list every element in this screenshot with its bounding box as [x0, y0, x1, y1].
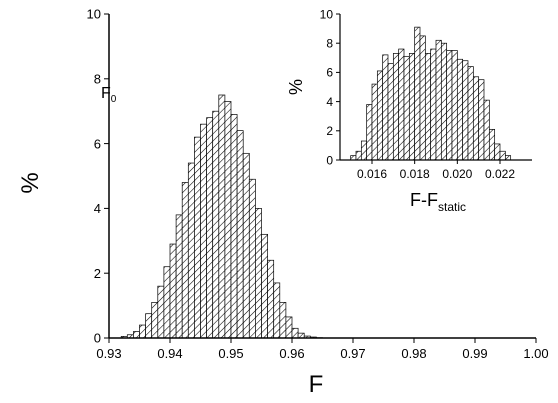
inset-chart: 0.016 0.018 0.020 0.022 0 2 4 6 8 10 F-Fstatic % [286, 7, 534, 214]
main-y-ticks: 0 2 4 6 8 10 [87, 7, 109, 346]
inset-bar [408, 53, 416, 161]
main-x-tick-label: 0.96 [279, 346, 304, 361]
inset-x-axis-label-main: F-F [410, 190, 438, 210]
inset-bar [483, 99, 490, 161]
main-x-ticks: 0.93 0.94 0.95 0.96 0.97 0.98 0.99 1.00 [96, 338, 549, 361]
main-bar [181, 182, 189, 339]
main-x-tick-label: 0.94 [157, 346, 182, 361]
inset-bar [355, 150, 362, 161]
inset-bar [504, 155, 512, 161]
main-y-axis-label: % [17, 172, 44, 193]
main-bar [255, 208, 262, 339]
main-y-tick-label: 6 [94, 136, 101, 151]
main-bar [133, 331, 140, 339]
inset-y-tick-label: 0 [326, 153, 333, 167]
main-bar [242, 152, 250, 339]
main-y-tick-label: 0 [94, 331, 101, 346]
inset-bar [478, 79, 485, 161]
inset-bar [419, 35, 426, 161]
inset-bar [350, 155, 357, 161]
main-bar [291, 327, 299, 339]
inset-bar [472, 76, 480, 161]
main-x-tick-label: 1.00 [523, 346, 548, 361]
main-bar [267, 259, 275, 339]
inset-bar [494, 143, 501, 161]
main-bar [139, 324, 146, 339]
inset-bar [398, 48, 405, 161]
inset-bar [446, 50, 453, 161]
main-x-tick-label: 0.97 [340, 346, 365, 361]
inset-x-ticks: 0.016 0.018 0.020 0.022 [357, 160, 515, 181]
inset-bar [414, 26, 421, 161]
inset-bar [403, 55, 410, 161]
f0-label-subscript: 0 [111, 94, 117, 105]
main-bar [224, 101, 232, 339]
main-bar [236, 130, 244, 339]
inset-bar [360, 140, 368, 161]
inset-bar [488, 128, 496, 161]
f0-label-main: F [101, 85, 111, 102]
main-bar [285, 316, 293, 339]
inset-y-tick-label: 2 [326, 124, 333, 138]
main-x-tick-label: 0.95 [218, 346, 243, 361]
inset-bar [392, 53, 400, 161]
inset-y-axis-label: % [286, 79, 306, 95]
inset-bars [350, 26, 512, 161]
main-bar [157, 285, 165, 339]
main-bar [151, 302, 159, 339]
main-y-tick-label: 2 [94, 266, 101, 281]
main-bar [200, 123, 207, 339]
main-bar [187, 162, 195, 339]
inset-bar [467, 66, 474, 161]
inset-bar [456, 58, 464, 161]
inset-y-tick-label: 10 [320, 7, 334, 21]
main-bar [194, 136, 201, 339]
main-x-tick-label: 0.98 [401, 346, 426, 361]
main-bar [175, 214, 183, 339]
inset-bar [499, 150, 506, 161]
main-chart: F0 0.93 0.94 0.95 0.96 0.97 0.98 0.99 1.00 0246… [17, 7, 549, 398]
inset-x-tick-label: 0.020 [442, 167, 472, 181]
main-bar [279, 302, 287, 339]
inset-x-tick-label: 0.022 [485, 167, 515, 181]
inset-bar [462, 60, 469, 161]
inset-x-axis-label: F-Fstatic [410, 190, 466, 214]
main-y-tick-label: 10 [87, 7, 101, 22]
main-y-tick-label: 4 [94, 201, 101, 216]
main-x-tick-label: 0.99 [462, 346, 487, 361]
inset-y-ticks: 0 2 4 6 8 10 [320, 7, 340, 167]
main-bar [206, 117, 214, 339]
main-bar [218, 94, 226, 339]
main-bar [169, 243, 177, 339]
main-bar [230, 114, 238, 339]
inset-bar [371, 83, 378, 161]
inset-bar [435, 39, 442, 161]
inset-y-tick-label: 4 [326, 95, 333, 109]
main-x-axis-label: F [309, 371, 324, 398]
inset-bar [376, 70, 384, 161]
inset-bar [382, 54, 389, 161]
inset-bar [440, 42, 448, 161]
f0-label: F0 [101, 85, 117, 105]
main-bar [261, 233, 268, 339]
inset-bar [387, 63, 394, 161]
main-bars [120, 94, 323, 339]
main-bar [163, 266, 171, 339]
inset-bar [451, 50, 458, 161]
inset-bar [430, 48, 437, 161]
inset-y-tick-label: 8 [326, 37, 333, 51]
main-bar [248, 178, 256, 339]
inset-x-tick-label: 0.016 [357, 167, 387, 181]
main-bar [145, 313, 153, 339]
main-y-tick-label: 8 [94, 71, 101, 86]
main-x-tick-label: 0.93 [96, 346, 121, 361]
inset-x-tick-label: 0.018 [400, 167, 430, 181]
inset-x-axis-label-subscript: static [438, 200, 466, 214]
inset-bar [366, 104, 373, 161]
inset-bar [424, 53, 432, 161]
main-bar [273, 282, 281, 339]
inset-y-tick-label: 6 [326, 66, 333, 80]
main-bar [212, 110, 220, 339]
